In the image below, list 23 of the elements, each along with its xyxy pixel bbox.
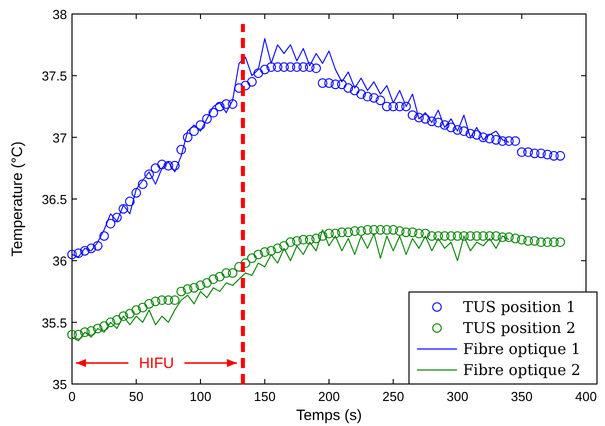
x-tick-label: 200	[318, 389, 340, 404]
legend-label: Fibre optique 2	[463, 361, 581, 379]
y-tick-label: 36.5	[42, 192, 67, 207]
y-tick-label: 36	[52, 254, 67, 269]
x-tick-label: 150	[254, 389, 276, 404]
x-tick-label: 350	[510, 389, 533, 404]
y-axis-title: Temperature (°C)	[9, 141, 26, 257]
y-tick-label: 35.5	[42, 315, 67, 330]
x-tick-label: 100	[190, 389, 212, 404]
x-tick-label: 50	[129, 389, 144, 404]
x-tick-label: 300	[446, 389, 468, 404]
annotation: HIFU	[138, 355, 174, 372]
x-tick-label: 0	[68, 389, 76, 404]
legend-label: Fibre optique 1	[463, 340, 581, 358]
x-tick-label: 400	[575, 389, 597, 404]
y-tick-label: 35	[52, 377, 67, 392]
x-axis-title: Temps (s)	[296, 407, 362, 424]
y-tick-label: 37	[52, 130, 67, 146]
y-tick-label: 37.5	[42, 68, 67, 84]
legend-label: TUS position 2	[463, 319, 576, 337]
legend-label: TUS position 1	[463, 298, 576, 316]
x-tick-label: 250	[382, 389, 404, 404]
y-tick-label: 38	[52, 7, 67, 22]
